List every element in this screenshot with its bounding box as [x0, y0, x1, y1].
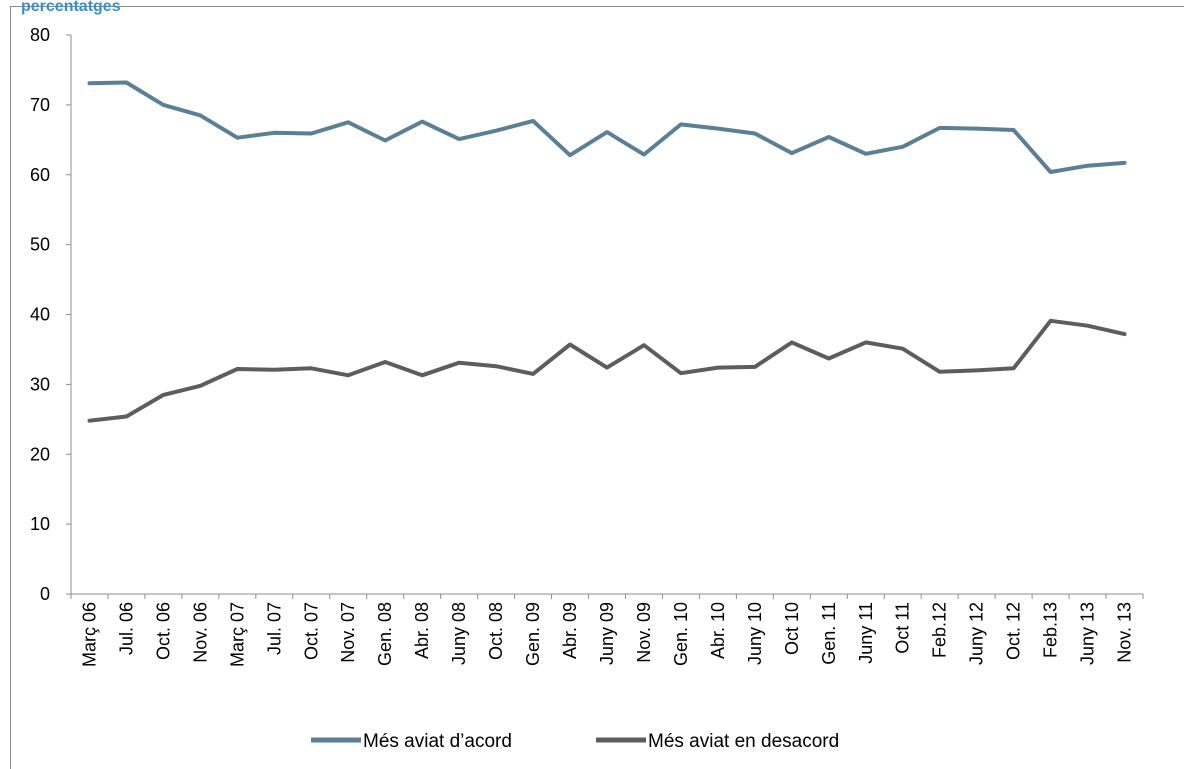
x-tick-label: Oct. 12	[1004, 602, 1024, 660]
x-tick-label: Gen. 11	[819, 602, 839, 665]
x-tick-label: Juny 12	[967, 602, 987, 665]
x-tick-label: Juny 10	[745, 602, 765, 665]
x-tick-label: Nov. 09	[634, 602, 654, 663]
x-tick-label: Nov. 13	[1115, 602, 1135, 663]
y-tick-label: 40	[30, 305, 50, 325]
series-line-1	[87, 80, 1127, 174]
x-tick-label: Jul. 06	[116, 602, 136, 655]
series-line-2	[87, 318, 1127, 423]
y-tick-label: 20	[30, 444, 50, 464]
y-tick-label: 80	[30, 25, 50, 45]
x-tick-label: Abr. 08	[412, 602, 432, 659]
x-tick-label: Juny 09	[597, 602, 617, 665]
x-tick-label: Nov. 07	[338, 602, 358, 663]
x-tick-label: Oct 10	[782, 602, 802, 655]
x-tick-label: Feb.13	[1041, 602, 1061, 658]
x-tick-label: Oct. 08	[486, 602, 506, 660]
y-tick-label: 30	[30, 374, 50, 394]
x-tick-label: Abr. 10	[708, 602, 728, 659]
y-tick-label: 0	[40, 584, 50, 604]
x-tick-label: Feb.12	[930, 602, 950, 658]
legend-label-2: Més aviat en desacord	[648, 731, 839, 752]
y-tick-label: 50	[30, 235, 50, 255]
x-tick-label: Juny 08	[449, 602, 469, 665]
x-tick-label: Nov. 06	[190, 602, 210, 663]
x-tick-label: Març 06	[79, 602, 99, 667]
x-tick-label: Gen. 09	[523, 602, 543, 666]
x-tick-label: Gen. 10	[671, 602, 691, 666]
y-tick-label: 70	[30, 95, 50, 115]
y-tick-label: 10	[30, 514, 50, 534]
x-tick-label: Juny 11	[856, 602, 876, 664]
x-tick-label: Oct 11	[893, 602, 913, 654]
x-tick-label: Oct. 07	[301, 602, 321, 660]
x-tick-label: Juny 13	[1078, 602, 1098, 665]
x-tick-label: Gen. 08	[375, 602, 395, 666]
chart-frame: percentatges	[10, 0, 1184, 769]
x-tick-label: Abr. 09	[560, 602, 580, 659]
legend-label-1: Més aviat d’acord	[363, 731, 512, 752]
x-tick-label: Oct. 06	[153, 602, 173, 660]
x-tick-label: Jul. 07	[264, 602, 284, 655]
x-tick-label: Març 07	[227, 602, 247, 667]
chart-title: percentatges	[21, 0, 121, 15]
y-tick-label: 60	[30, 165, 50, 185]
